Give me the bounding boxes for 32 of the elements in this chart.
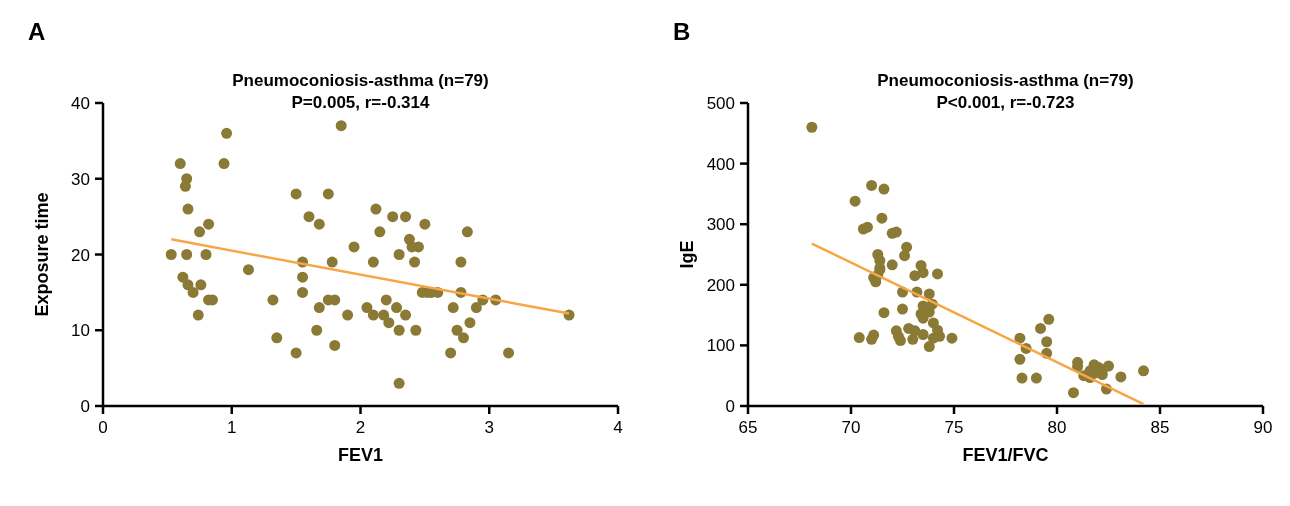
chart-subtitle: P<0.001, r=-0.723	[936, 93, 1075, 112]
x-tick-label: 85	[1150, 418, 1170, 437]
x-tick-label: 1	[227, 418, 237, 437]
chart-title: Pneumoconiosis-asthma (n=79)	[232, 71, 489, 90]
text: B	[673, 18, 691, 45]
y-tick-label: 200	[706, 275, 735, 295]
y-tick-label: 0	[725, 397, 735, 416]
y-tick-label: 20	[71, 245, 90, 265]
x-tick-label: 65	[738, 418, 758, 437]
x-tick-label: 90	[1253, 418, 1273, 437]
x-tick-label: 75	[944, 418, 964, 437]
y-axis-title: IgE	[677, 240, 697, 269]
y-tick-label: 300	[706, 215, 735, 235]
x-axis-title: FEV1	[337, 445, 384, 465]
y-axis-title: Exposure time	[32, 192, 52, 317]
text: A	[28, 18, 46, 45]
y-tick-label: 40	[71, 94, 90, 113]
x-tick-label: 4	[613, 418, 623, 437]
x-tick-label: 70	[841, 418, 861, 437]
x-tick-label: 3	[484, 418, 494, 437]
y-tick-label: 10	[71, 321, 90, 341]
x-tick-label: 0	[98, 418, 108, 437]
chart-subtitle: P=0.005, r=-0.314	[291, 93, 431, 112]
x-axis-title: FEV1/FVC	[962, 445, 1049, 465]
y-tick-label: 0	[80, 397, 90, 416]
y-tick-label: 500	[706, 94, 735, 113]
x-tick-label: 80	[1047, 418, 1067, 437]
y-tick-label: 100	[706, 336, 735, 356]
chart-title: Pneumoconiosis-asthma (n=79)	[877, 71, 1134, 90]
y-tick-label: 30	[71, 169, 90, 189]
y-tick-label: 400	[706, 154, 735, 174]
x-tick-label: 2	[355, 418, 366, 437]
